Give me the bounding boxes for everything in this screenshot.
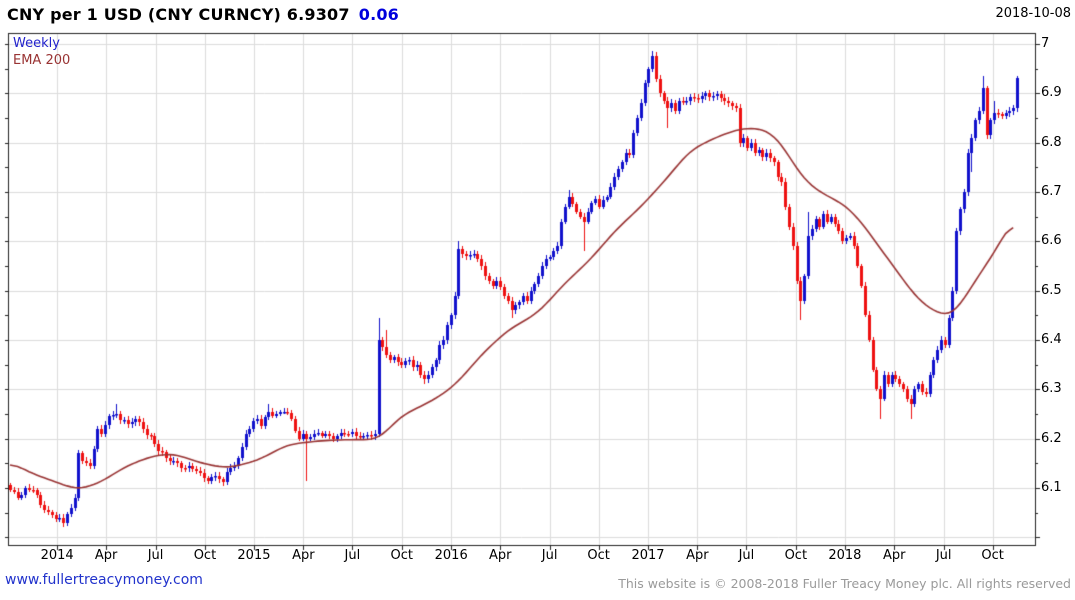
x-tick-label: Jul: [344, 548, 361, 563]
copyright-notice: This website is © 2008-2018 Fuller Treac…: [618, 576, 1071, 591]
chart-title: CNY per 1 USD (CNY CURNCY) 6.9307 0.06: [7, 5, 399, 24]
y-tick-label: 6.6: [1041, 233, 1062, 249]
x-tick-label: Apr: [686, 548, 709, 563]
x-tick-label: Jul: [147, 548, 164, 563]
x-tick-label: Apr: [292, 548, 315, 563]
y-tick-label: 6.7: [1041, 183, 1062, 199]
x-tick-label: 2014: [40, 548, 74, 563]
instrument-title: CNY per 1 USD (CNY CURNCY) 6.9307: [7, 5, 350, 24]
y-tick-label: 6.9: [1041, 85, 1062, 101]
y-tick-label: 6.8: [1041, 134, 1062, 150]
price-change-value: 0.06: [358, 5, 400, 24]
x-tick-label: Jul: [541, 548, 558, 563]
y-tick-label: 6.3: [1041, 381, 1062, 397]
x-tick-label: Apr: [488, 548, 512, 563]
y-tick-label: 6.5: [1041, 282, 1062, 298]
x-tick-label: 2017: [631, 548, 665, 563]
legend-timeframe: Weekly: [13, 36, 60, 51]
x-tick-label: Oct: [587, 548, 610, 563]
x-tick-label: Oct: [390, 548, 413, 563]
y-tick-label: 6.1: [1041, 479, 1062, 495]
x-tick-label: Jul: [738, 548, 755, 563]
y-tick-label: 7: [1041, 36, 1050, 51]
x-tick-label: Jul: [935, 548, 952, 563]
x-tick-label: Apr: [883, 548, 906, 563]
x-tick-label: Oct: [784, 548, 808, 563]
x-tick-label: 2018: [828, 548, 862, 563]
x-tick-label: Oct: [193, 548, 217, 563]
fullertreacymoney-link[interactable]: www.fullertreacymoney.com: [5, 572, 203, 588]
legend-ema-200: EMA 200: [13, 53, 71, 68]
x-tick-label: Apr: [94, 548, 118, 563]
x-tick-label: Oct: [981, 548, 1004, 563]
y-tick-label: 6.4: [1041, 331, 1062, 347]
x-tick-label: 2016: [434, 548, 468, 563]
x-tick-label: 2015: [237, 548, 271, 563]
as-of-date: 2018-10-08: [995, 6, 1071, 21]
y-tick-label: 6.2: [1041, 430, 1062, 446]
